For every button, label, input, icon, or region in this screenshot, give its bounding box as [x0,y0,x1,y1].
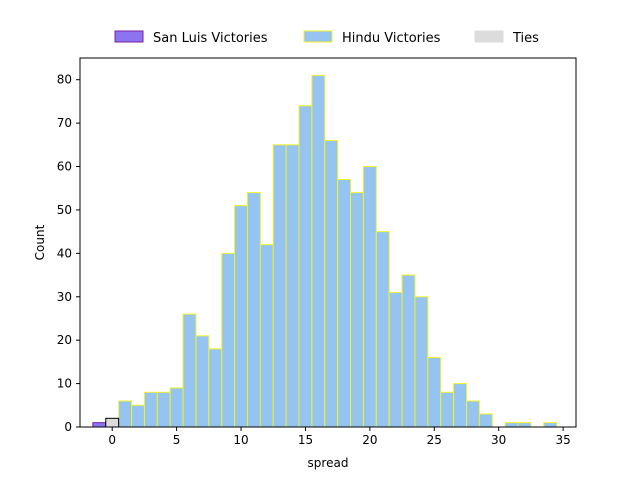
bar-hindu-victories-29 [478,413,493,428]
bar-hindu-victories-2 [131,404,145,428]
y-tick-label: 80 [57,73,72,87]
bar-hindu-victories-21 [375,231,390,428]
x-tick-label: 35 [555,433,570,447]
bar-hindu-victories-16 [311,74,326,428]
y-axis-ticks: 0 10 20 30 40 50 60 70 80 [57,73,80,434]
y-tick-label: 40 [57,246,72,260]
x-tick-label: 25 [427,433,442,447]
bar-hindu-victories-25 [427,357,442,428]
legend-label: San Luis Victories [153,31,268,46]
y-tick-label: 30 [57,290,72,304]
bar-hindu-victories-17 [324,139,339,428]
y-axis-label: Count [33,224,47,260]
bar-hindu-victories-27 [453,383,467,428]
bar-hindu-victories-1 [118,400,133,428]
bar-hindu-victories-28 [465,400,480,428]
bars-group [92,74,558,428]
bar-hindu-victories-26 [440,391,455,428]
bar-hindu-victories-7 [195,335,210,428]
bar-hindu-victories-15 [298,105,313,428]
y-tick-label: 50 [57,203,72,217]
bar-san-luis-victories--1 [92,422,107,428]
x-tick-label: 5 [173,433,181,447]
x-tick-label: 20 [362,433,377,447]
plot-frame [79,57,577,428]
y-tick-label: 10 [57,377,72,391]
y-tick-label: 60 [57,160,72,174]
x-tick-label: 0 [108,433,116,447]
bar-hindu-victories-32 [517,422,532,428]
bar-hindu-victories-18 [337,179,352,428]
legend-entry: Hindu Victories [303,30,441,46]
y-tick-label: 20 [57,333,72,347]
bar-hindu-victories-14 [285,144,300,428]
bar-hindu-victories-11 [246,192,261,428]
bar-hindu-victories-24 [414,296,429,428]
x-axis-label: spread [308,456,349,470]
y-tick-label: 70 [57,116,72,130]
bar-hindu-victories-8 [208,348,223,428]
legend-label: Ties [512,31,539,46]
bar-hindu-victories-23 [401,274,416,428]
bar-hindu-victories-31 [504,422,519,428]
x-tick-label: 30 [491,433,506,447]
y-tick-label: 0 [64,420,72,434]
legend: San Luis Victories Hindu Victories Ties [114,30,539,46]
bar-hindu-victories-34 [543,422,558,428]
bar-hindu-victories-6 [182,313,197,428]
x-axis-ticks: 0 5 10 15 20 25 30 35 [108,427,571,447]
legend-entry: San Luis Victories [114,30,268,46]
bar-hindu-victories-20 [362,166,377,428]
bar-hindu-victories-10 [234,205,248,428]
bar-hindu-victories-5 [169,387,184,428]
legend-swatch [303,30,333,43]
bar-hindu-victories-4 [156,391,171,428]
legend-swatch [114,30,144,43]
bar-hindu-victories-12 [259,244,274,428]
bar-hindu-victories-3 [143,391,158,428]
bar-hindu-victories-9 [221,252,236,428]
bar-hindu-victories-19 [350,192,364,428]
bar-hindu-victories-13 [272,144,287,428]
x-tick-label: 15 [298,433,313,447]
legend-entry: Ties [474,30,539,46]
x-tick-label: 10 [233,433,248,447]
bar-hindu-victories-22 [388,291,403,428]
bar-ties-0 [105,417,120,428]
legend-label: Hindu Victories [342,31,441,46]
legend-swatch [474,30,504,43]
